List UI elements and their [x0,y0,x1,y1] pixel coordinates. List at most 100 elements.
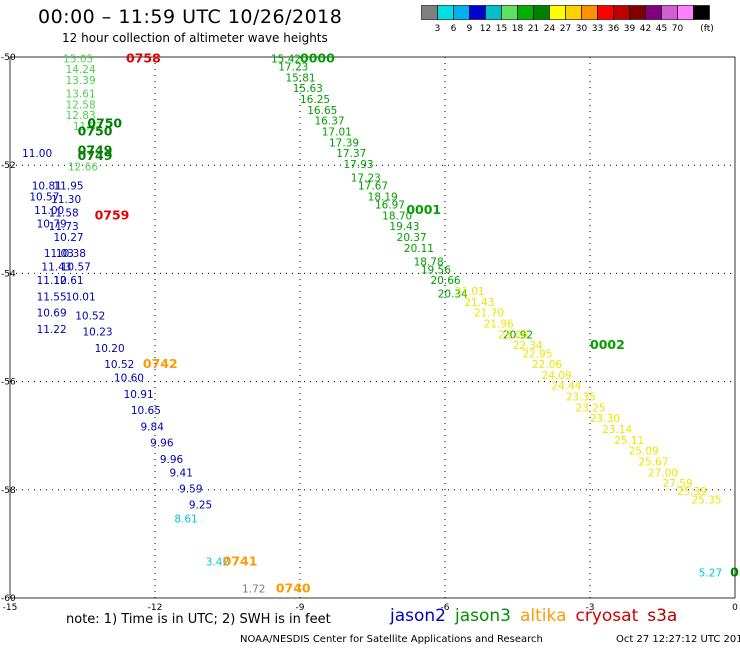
wave-height-label: 19.56 [421,264,451,276]
colorbar-unit: (ft) [700,24,714,34]
wave-height-label: 16.37 [315,116,345,128]
wave-height-label: 18.19 [368,191,398,203]
y-tick-label: -50 [1,53,16,63]
chart-title: 00:00 – 11:59 UTC 10/26/2018 [38,6,343,28]
wave-height-label: 13.39 [66,75,96,87]
time-label: 0740 [276,581,311,596]
wave-height-label: 17.93 [344,159,374,171]
y-tick-label: -52 [1,161,16,171]
wave-height-label: 11.37 [73,121,103,133]
wave-height-label: 11.30 [51,194,81,206]
wave-height-label: 10.57 [29,191,59,203]
wave-height-label: 11.95 [54,181,84,193]
colorbar-label: 45 [656,24,667,34]
legend-item-jason2: jason2 [390,606,446,626]
wave-height-label: 25.09 [629,446,659,458]
wave-height-label: 10.60 [114,373,144,385]
color-scale-bar: 3 6 9 12 15 18 21 24 27 30 33 36 39 42 45 70 (ft) [421,5,714,34]
wave-height-label: 25.67 [638,456,668,468]
wave-height-label: 17.37 [336,148,366,160]
wave-height-label: 9.25 [189,500,212,512]
wave-height-label: 11.22 [37,324,67,336]
wave-height-label: 1.72 [242,584,265,596]
time-label: 0759 [95,207,130,222]
wave-height-label: 16.65 [307,105,337,117]
wave-height-label: 25.39 [677,486,707,498]
wave-height-label: 27.59 [663,478,693,490]
wave-height-label: 23.35 [566,392,596,404]
colorbar-label: 70 [672,24,684,34]
footer: NOAA/NESDIS Center for Satellite Applica… [240,634,740,645]
wave-height-label: 10.91 [124,389,154,401]
wave-height-label: 24.09 [542,370,572,382]
y-tick-label: -54 [1,269,16,279]
wave-height-label: 25.11 [614,435,644,447]
x-tick-label: -12 [148,603,163,610]
time-label: 0742 [143,356,178,371]
wave-height-label: 10.69 [37,308,67,320]
wave-height-label: 25.35 [692,494,722,506]
time-label: 0750 [87,115,122,130]
wave-height-label: 10.38 [56,248,86,260]
wave-height-label: 15.42 [271,53,301,65]
wave-height-label: 16.25 [300,94,330,106]
colorbar-label: 36 [608,24,620,34]
wave-height-label: 11.00 [34,205,64,217]
wave-height-label: 17.23 [351,172,381,184]
wave-height-label: 12.58 [66,99,96,111]
wave-height-label: 10.52 [75,310,105,322]
wave-height-label: 20.34 [438,289,468,301]
wave-height-label: 9.96 [160,454,184,466]
colorbar-label: 9 [467,24,473,34]
wave-height-label: 10.23 [83,327,113,339]
wave-height-label: 11.73 [49,221,79,233]
x-tick-label: 0 [732,603,738,610]
plot-frame [9,56,736,599]
wave-height-label: 22.95 [522,348,552,360]
legend-item-s3a: s3a [647,606,678,626]
wave-height-label: 17.23 [278,62,308,74]
wave-height-label: 10.01 [66,291,96,303]
wave-height-label: 12.66 [68,162,98,174]
time-label: 0750 [78,123,113,138]
wave-height-label: 20.37 [397,232,427,244]
wave-height-label: 9.84 [141,421,165,433]
time-label: 0001 [406,202,441,217]
time-label: 0749 [78,148,113,163]
wave-height-label: 5.27 [699,567,722,579]
wave-height-label: 15.63 [293,83,323,95]
time-label: 0749 [78,142,113,157]
colorbar-label: 3 [435,24,441,34]
legend-item-altika: altika [520,606,567,626]
wave-height-label: 10.27 [54,232,84,244]
wave-height-label: 17.67 [358,181,388,193]
plot-area: -15 -12 -9 -6 -3 0-50-52-54-56-58-6015.4217.2… [1,50,740,610]
colorbar-label: 42 [640,24,651,34]
wave-height-label: 22.34 [513,340,543,352]
wave-height-label: 20.66 [431,275,461,287]
wave-height-label: 10.61 [54,275,84,287]
legend-item-jason3: jason3 [455,606,511,626]
wave-height-label: 24.44 [551,381,581,393]
wave-height-label: 9.96 [150,438,174,450]
wave-height-label: 18.78 [414,256,444,268]
time-label: 0002 [590,337,625,352]
wave-height-label: 14.24 [66,64,96,76]
wave-height-label: 10.57 [61,262,91,274]
time-label: 0000 [300,50,335,65]
wave-height-label: 20.92 [503,329,533,341]
wave-height-label: 21.43 [464,297,494,309]
chart-subtitle: 12 hour collection of altimeter wave hei… [62,31,328,45]
wave-height-label: 21.01 [455,286,485,298]
wave-height-label: 10.52 [104,359,134,371]
legend: jason2 jason3 altika cryosat s3a [390,606,686,626]
wave-height-label: 10.79 [37,218,67,230]
colorbar-label: 30 [576,24,588,34]
wave-height-label: 10.65 [131,405,161,417]
colorbar-label: 6 [451,24,457,34]
x-tick-label: -15 [3,603,18,610]
y-tick-label: -60 [1,594,16,604]
wave-height-label: 20.11 [404,243,434,255]
wave-height-label: 23.06 [498,329,528,341]
y-tick-label: -58 [1,486,16,496]
